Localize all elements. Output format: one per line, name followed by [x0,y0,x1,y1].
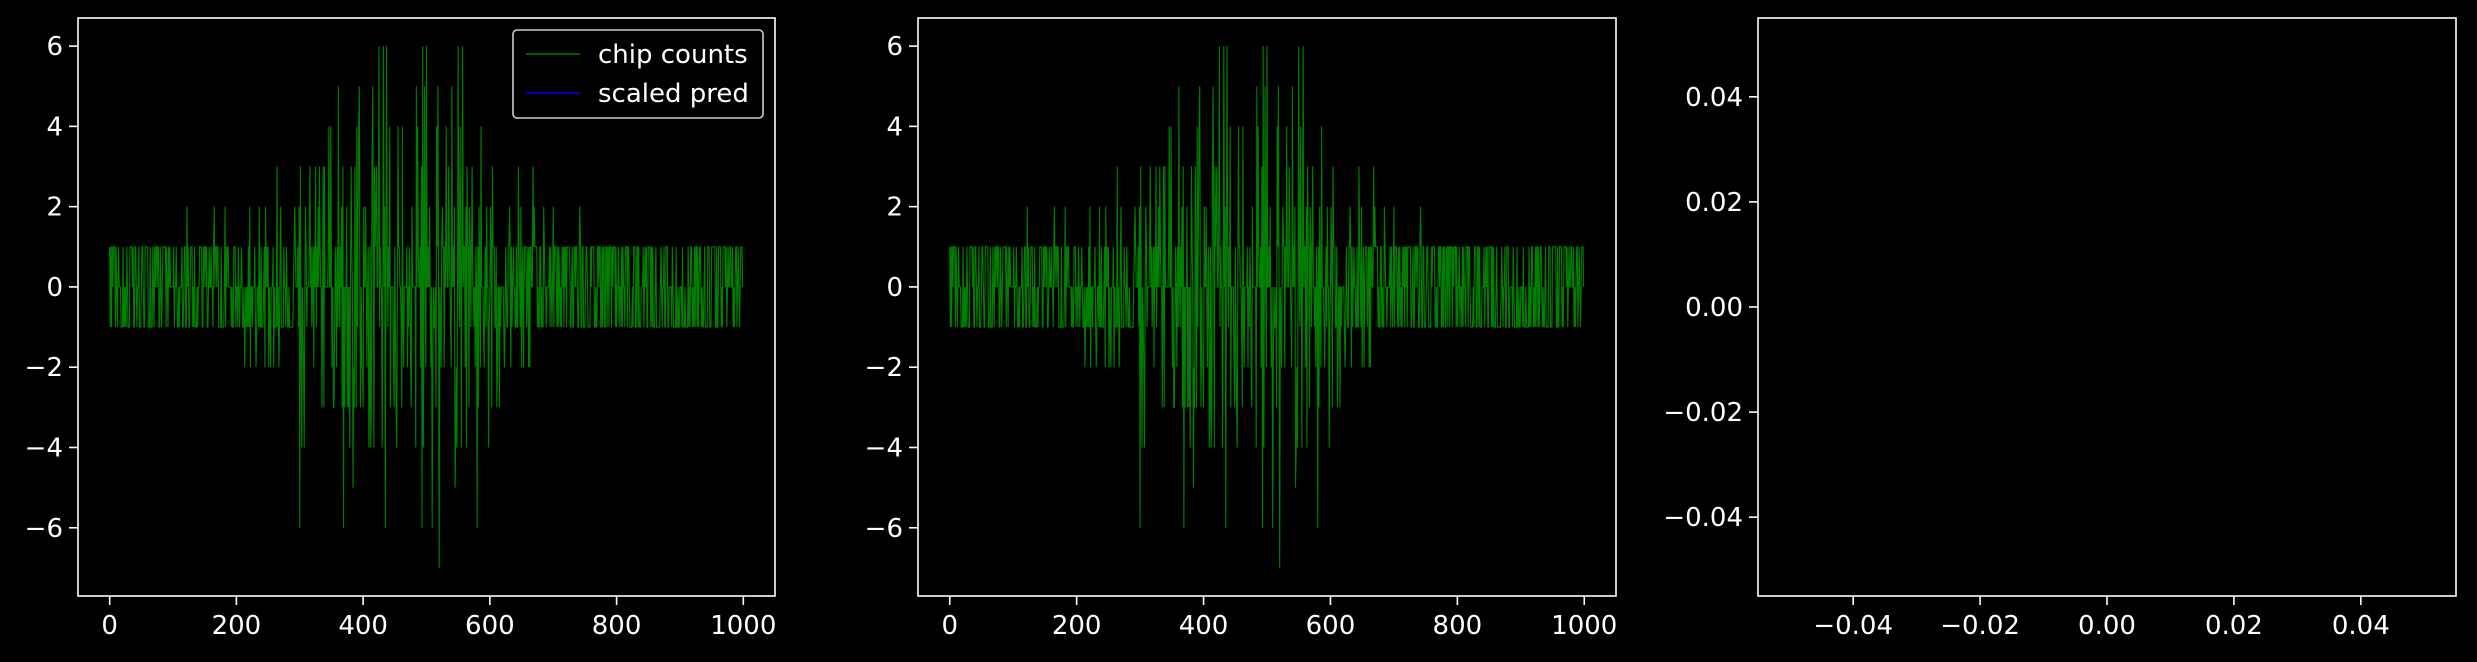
y-tick-label: −0.02 [1663,398,1743,428]
x-tick-label: 600 [1306,611,1356,641]
legend-label-chip-counts: chip counts [598,40,748,70]
x-tick-label: 0 [941,611,958,641]
subplot-chip-counts-with-legend: 0 200 400 600 800 1000 −6 −4 −2 0 2 4 6 chip counts … [25,17,777,641]
y-tick-label: −6 [865,514,903,544]
ticks-layer: 0 200 400 600 800 1000 −6 −4 −2 0 2 4 6 [25,32,777,641]
series-line-chip-counts [949,46,1585,568]
x-tick-label: 800 [592,611,642,641]
series-layer [949,46,1585,568]
x-tick-label: 200 [212,611,262,641]
ticks-layer: 0 200 400 600 800 1000 −6 −4 −2 0 2 4 6 [865,32,1618,641]
x-tick-label: −0.02 [1940,611,2020,641]
x-tick-label: 1000 [710,611,776,641]
y-tick-label: 0.00 [1685,293,1743,323]
y-tick-label: 0.04 [1685,83,1743,113]
y-tick-label: 4 [46,112,63,142]
x-tick-label: 0.02 [2205,611,2263,641]
x-tick-label: 200 [1052,611,1102,641]
y-tick-label: 0 [886,273,903,303]
y-tick-label: −2 [25,353,63,383]
y-tick-label: −0.04 [1663,503,1743,533]
x-tick-label: 0.00 [2078,611,2136,641]
x-tick-label: 400 [338,611,388,641]
y-tick-label: 2 [46,193,63,223]
y-tick-label: 0 [46,273,63,303]
x-tick-label: 0 [101,611,118,641]
x-tick-label: −0.04 [1813,611,1893,641]
subplot-empty: −0.04 −0.02 0.00 0.02 0.04 −0.04 −0.02 0.00 0.02… [1663,17,2457,641]
x-tick-label: 800 [1433,611,1483,641]
y-tick-label: 6 [886,32,903,62]
series-layer [109,46,744,568]
y-tick-label: 4 [886,112,903,142]
x-tick-label: 0.04 [2332,611,2390,641]
subplot-chip-counts: 0 200 400 600 800 1000 −6 −4 −2 0 2 4 6 [865,17,1618,641]
y-tick-label: 0.02 [1685,188,1743,218]
y-tick-label: −4 [865,433,903,463]
y-tick-label: −2 [865,353,903,383]
y-tick-label: −6 [25,514,63,544]
y-tick-label: 2 [886,193,903,223]
legend-label-scaled-pred: scaled pred [598,79,749,109]
legend-frame [512,29,764,119]
legend: chip counts scaled pred [512,29,764,119]
x-tick-label: 400 [1179,611,1229,641]
plot-area [1757,17,2457,597]
x-tick-label: 1000 [1551,611,1617,641]
ticks-layer: −0.04 −0.02 0.00 0.02 0.04 −0.04 −0.02 0.00 0.02… [1663,83,2389,641]
y-tick-label: −4 [25,433,63,463]
series-line-chip-counts [109,46,744,568]
x-tick-label: 600 [465,611,515,641]
y-tick-label: 6 [46,32,63,62]
